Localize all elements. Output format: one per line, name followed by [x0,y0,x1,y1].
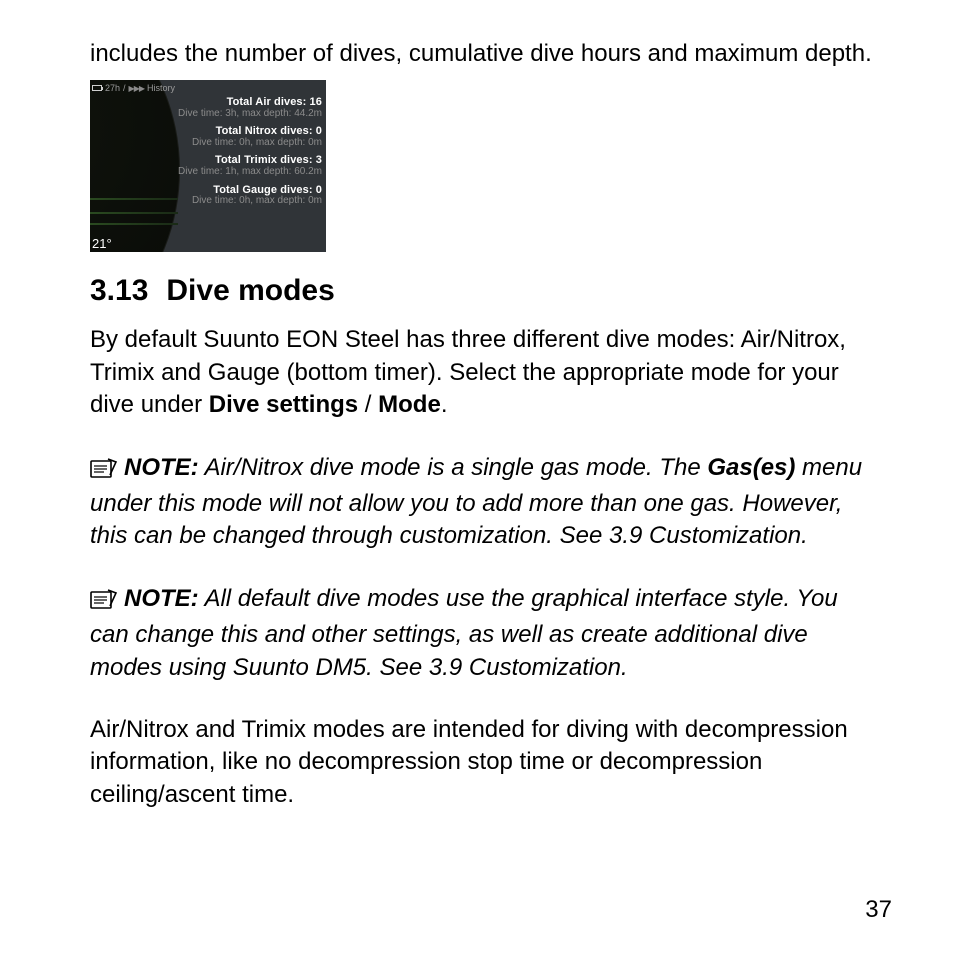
history-rows: Total Air dives: 16 Dive time: 3h, max d… [178,97,322,213]
body-paragraph: Air/Nitrox and Trimix modes are intended… [90,714,876,811]
note-icon [90,456,118,488]
text: / [358,391,378,418]
note-block-1: NOTE: Air/Nitrox dive mode is a single g… [90,452,876,553]
intro-paragraph: By default Suunto EON Steel has three di… [90,324,876,421]
history-row-sub: Dive time: 0h, max depth: 0m [178,196,322,207]
text: By default Suunto EON Steel has three di… [90,326,846,418]
depth-graph-line [90,223,178,225]
chevron-right-icon: ▶▶▶ [129,84,144,93]
continuation-paragraph: includes the number of dives, cumulative… [90,38,876,70]
text: . [441,391,448,418]
watch-dial-edge [90,80,180,252]
menu-path-part: Dive settings [209,391,358,418]
temperature-readout: 21° [92,236,112,251]
battery-icon [92,85,102,91]
device-history-screenshot: 27h / ▶▶▶ History Total Air dives: 16 Di… [90,80,326,252]
device-topbar: 27h / ▶▶▶ History [91,81,325,95]
menu-name: Gas(es) [707,454,795,481]
depth-graph-line [90,212,178,214]
section-title: Dive modes [166,274,334,307]
section-number: 3.13 [90,274,148,308]
menu-path-part: Mode [378,391,441,418]
battery-hours: 27h [105,83,120,93]
history-label: History [147,83,175,93]
section-heading: 3.13 Dive modes [90,274,876,308]
history-row-sub: Dive time: 3h, max depth: 44.2m [178,109,322,120]
page-number: 37 [865,896,892,924]
note-icon [90,587,118,619]
history-row-sub: Dive time: 1h, max depth: 60.2m [178,167,322,178]
note-label: NOTE: [124,454,199,481]
note-label: NOTE: [124,585,199,612]
depth-graph-line [90,198,178,200]
manual-page: includes the number of dives, cumulative… [0,0,954,954]
note-block-2: NOTE: All default dive modes use the gra… [90,583,876,684]
text: All default dive modes use the graphical… [90,585,838,681]
divider: / [123,83,126,93]
text: Air/Nitrox dive mode is a single gas mod… [199,454,708,481]
history-row-sub: Dive time: 0h, max depth: 0m [178,138,322,149]
